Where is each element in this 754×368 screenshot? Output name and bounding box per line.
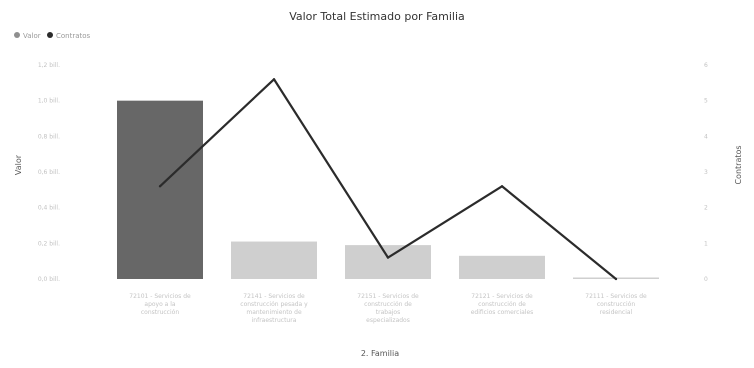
y-axis-left: 0,0 bill. 0,2 bill. 0,4 bill. 0,6 bill. 0,8 …	[38, 62, 60, 283]
legend[interactable]: Valor Contratos	[14, 32, 91, 40]
line-point[interactable]	[500, 185, 504, 188]
y2-tick-label: 3	[704, 169, 708, 176]
y2-tick-label: 4	[704, 133, 708, 140]
y2-tick-label: 1	[704, 240, 708, 247]
line-point[interactable]	[614, 277, 618, 281]
y-axis-title: Valor	[14, 154, 23, 175]
line-series	[158, 78, 618, 281]
chart-title: Valor Total Estimado por Familia	[289, 10, 465, 23]
bar[interactable]	[459, 255, 545, 279]
y-tick-label: 0,4 bill.	[38, 205, 60, 212]
y-axis-right: 0 1 2 3 4 5 6	[704, 62, 708, 283]
line-point[interactable]	[386, 256, 390, 259]
y2-tick-label: 5	[704, 98, 708, 105]
legend-marker-valor	[14, 32, 20, 38]
bar[interactable]	[117, 100, 203, 280]
x-tick-label: 72101 - Servicios de apoyo a la construcci…	[129, 293, 191, 316]
y-tick-label: 0,8 bill.	[38, 133, 60, 140]
x-axis: 72101 - Servicios de apoyo a la construcci…	[129, 293, 647, 324]
x-tick-label: 72121 - Servicios de construcción de edifi…	[471, 293, 534, 316]
legend-label-contratos: Contratos	[56, 32, 91, 40]
x-tick-label: 72141 - Servicios de construcción pesada …	[240, 293, 308, 324]
x-axis-title: 2. Familia	[361, 349, 399, 358]
y-tick-label: 1,0 bill.	[38, 98, 60, 105]
y-tick-label: 1,2 bill.	[38, 62, 60, 69]
x-tick-label: 72151 - Servicios de construcción de traba…	[357, 293, 419, 324]
bar[interactable]	[345, 245, 431, 279]
y-tick-label: 0,6 bill.	[38, 169, 60, 176]
legend-label-valor: Valor	[23, 32, 41, 40]
y2-tick-label: 0	[704, 276, 708, 283]
line-point[interactable]	[272, 78, 276, 81]
y2-axis-title: Contratos	[734, 145, 743, 184]
legend-marker-contratos	[47, 32, 53, 38]
bar[interactable]	[231, 241, 317, 279]
y-tick-label: 0,0 bill.	[38, 276, 60, 283]
y-tick-label: 0,2 bill.	[38, 240, 60, 247]
y2-tick-label: 2	[704, 205, 708, 212]
y2-tick-label: 6	[704, 62, 708, 69]
x-tick-label: 72111 - Servicios de construcción residenc…	[585, 293, 647, 316]
line-point[interactable]	[158, 185, 162, 188]
bar-series	[117, 100, 659, 280]
